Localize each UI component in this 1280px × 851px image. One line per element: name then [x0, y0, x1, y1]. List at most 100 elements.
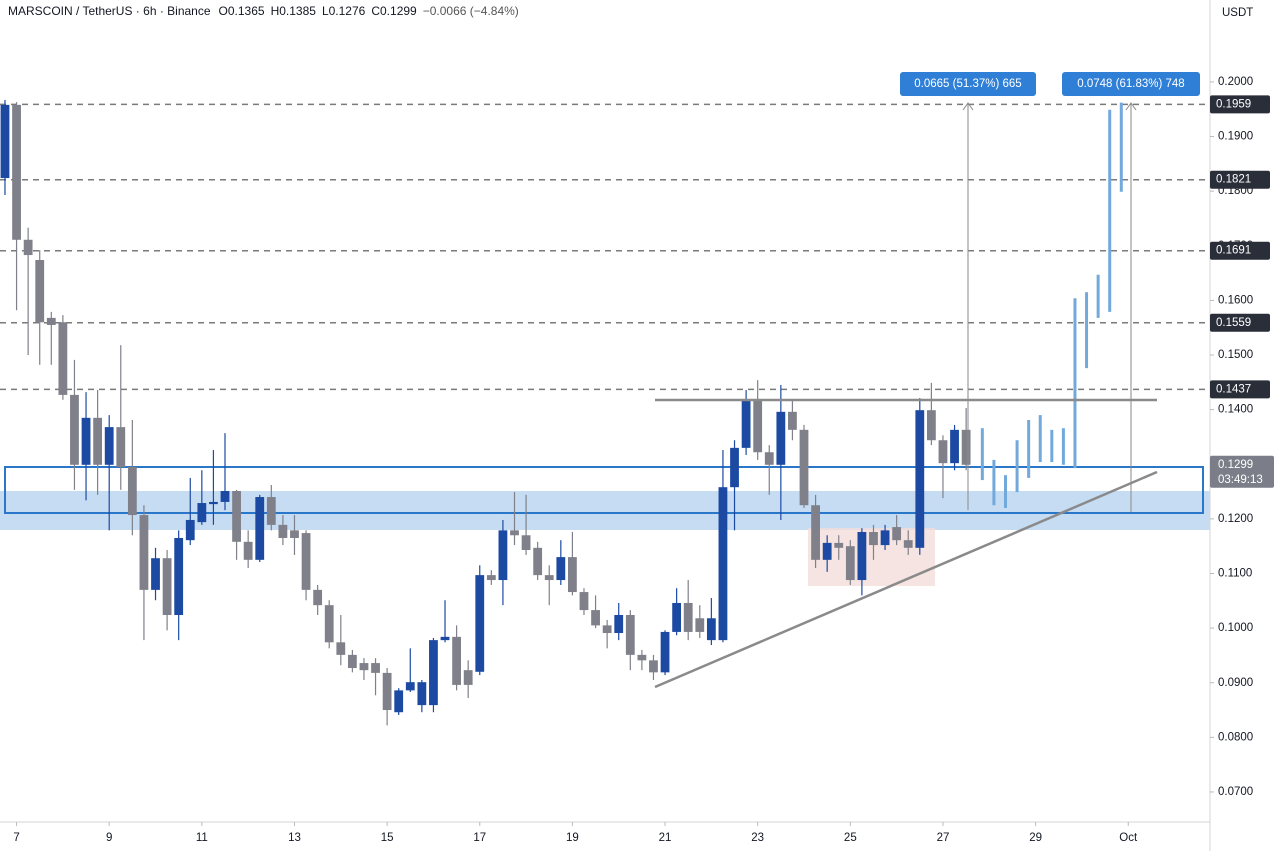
candle-body — [266, 497, 276, 525]
change: −0.0066 (−4.84%) — [423, 4, 519, 18]
candle-body — [660, 631, 670, 673]
candle-body — [533, 547, 543, 576]
candle-body — [290, 530, 299, 538]
candle-body — [614, 614, 624, 634]
candle-body — [602, 625, 612, 634]
candle-body — [845, 546, 855, 581]
candle-body — [498, 530, 508, 581]
candle-body — [579, 592, 589, 611]
candle-body — [741, 399, 751, 448]
candle-body — [834, 542, 844, 548]
measure-label: 0.0665 (51.37%) 665 — [914, 78, 1021, 90]
candle-body — [718, 487, 728, 641]
levels — [0, 103, 1210, 391]
x-tick-label: 23 — [751, 832, 764, 844]
candle-body — [950, 429, 959, 464]
candle-body — [695, 618, 705, 632]
candle-body — [371, 663, 380, 673]
candle-body — [544, 575, 554, 581]
symbol: MARSCOIN / TetherUS · 6h · Binance — [8, 4, 211, 18]
level-marker — [1210, 380, 1270, 399]
ohlc: C0.1299 — [371, 4, 417, 18]
y-tick-label: 0.0700 — [1218, 786, 1253, 798]
candle-body — [568, 557, 577, 593]
candle-body — [880, 530, 890, 546]
candle-body — [197, 503, 207, 523]
y-tick-label: 0.1400 — [1218, 404, 1253, 416]
overlay-drawings: 0.0665 (51.37%) 665 0.0748 (61.83%) 748 — [654, 72, 1200, 689]
x-tick-label: 25 — [844, 832, 857, 844]
x-tick-label: 27 — [937, 832, 950, 844]
candle-body — [776, 411, 786, 465]
x-tick-label: 7 — [13, 832, 19, 844]
x-tick-label: 9 — [106, 832, 112, 844]
candle-body — [857, 531, 867, 581]
y-tick-label: 0.1200 — [1218, 513, 1253, 525]
candle-body — [232, 491, 241, 542]
level-label: 0.1821 — [1216, 174, 1251, 186]
candle-body — [475, 575, 485, 672]
y-tick-label: 0.1100 — [1218, 568, 1252, 580]
y-tick-label: 0.1000 — [1218, 622, 1253, 634]
candle-body — [452, 636, 462, 685]
candle-body — [70, 394, 79, 465]
level-marker — [1210, 241, 1270, 260]
candle-body — [116, 427, 126, 467]
candle-body — [440, 636, 450, 641]
candle-body — [486, 575, 496, 581]
x-tick-label: 15 — [381, 832, 394, 844]
level-label: 0.1559 — [1216, 317, 1251, 329]
support-zone — [0, 491, 1210, 530]
x-tick-label: 13 — [288, 832, 301, 844]
level-marker — [1210, 313, 1270, 332]
candle-body — [174, 537, 184, 615]
candle-body — [324, 605, 334, 643]
x-tick-label: 29 — [1029, 832, 1042, 844]
candle-body — [649, 660, 658, 673]
x-tick-label: 17 — [473, 832, 486, 844]
candle-body — [822, 542, 832, 560]
candle-body — [301, 533, 311, 590]
candle-body — [347, 654, 357, 668]
candle-body — [23, 239, 33, 256]
candle-body — [788, 411, 797, 430]
y-tick-label: 0.1600 — [1218, 294, 1253, 306]
candle-body — [706, 618, 716, 641]
measure-label: 0.0748 (61.83%) 748 — [1077, 78, 1184, 90]
candle-body — [220, 491, 230, 502]
y-tick-label: 0.1500 — [1218, 349, 1253, 361]
candle-body — [12, 104, 21, 240]
y-tick-label: 0.0800 — [1218, 731, 1253, 743]
candle-body — [417, 682, 427, 706]
candle-body — [139, 515, 149, 590]
candle-body — [463, 670, 473, 685]
header: MARSCOIN / TetherUS · 6h · Binance O0.136… — [8, 4, 519, 18]
candle-body — [405, 682, 415, 691]
candle-body — [591, 610, 600, 626]
ohlc: L0.1276 — [322, 4, 366, 18]
candle-body — [510, 530, 519, 536]
candle-body — [429, 640, 438, 706]
candle-body — [672, 602, 682, 632]
ohlc: H0.1385 — [271, 4, 317, 18]
candle-body — [35, 259, 45, 323]
candle-body — [811, 505, 820, 560]
candle-body — [359, 663, 369, 671]
candle-body — [394, 690, 404, 713]
last-price-label: 0.1299 — [1218, 459, 1253, 471]
measure-label-box — [900, 72, 1036, 96]
candle-body — [961, 429, 971, 465]
x-tick-label: 11 — [196, 832, 208, 844]
candle-body — [683, 602, 693, 632]
candle-body — [243, 541, 253, 560]
x-tick-label: 19 — [566, 832, 579, 844]
currency: USDT — [1222, 7, 1253, 19]
candle-body — [625, 614, 635, 655]
measure-label-box — [1062, 72, 1200, 96]
candle-body — [58, 322, 68, 395]
level-label: 0.1691 — [1216, 245, 1251, 257]
trend-line — [654, 470, 1158, 689]
countdown: 03:49:13 — [1218, 474, 1263, 486]
